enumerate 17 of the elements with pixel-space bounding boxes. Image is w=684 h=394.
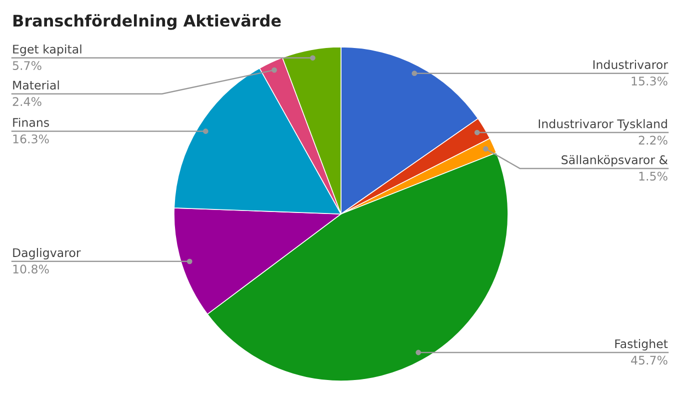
slice-label: Sällanköpsvaror & (562, 155, 668, 167)
data-label: 10.8% (13, 264, 49, 274)
slice-label: Eget kapital (13, 44, 82, 56)
slice-label: Dagligvaror (13, 248, 81, 260)
data-label: 2.4% (12, 97, 42, 106)
data-label: 16.3% (13, 134, 49, 144)
slice-label: Industrivaror Tyskland (538, 119, 667, 131)
slice-label: Material (13, 80, 59, 90)
slice-label: Industrivaror (593, 60, 668, 70)
data-label: 5.7% (12, 61, 42, 70)
slice-label: Fastighet (615, 339, 668, 351)
data-label: 2.2% (638, 136, 668, 145)
chart-title: Branschfördelning Aktievärde (13, 14, 281, 30)
data-label: 1.5% (639, 172, 668, 181)
data-label: 45.7% (631, 356, 668, 365)
slice-label: Finans (13, 118, 49, 127)
data-label: 15.3% (632, 76, 668, 86)
